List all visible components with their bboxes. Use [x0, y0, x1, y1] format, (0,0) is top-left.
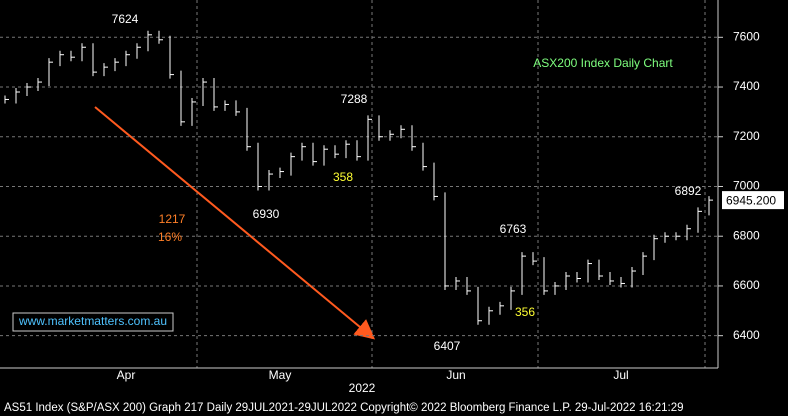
price-bar: [708, 196, 713, 216]
price-bar: [378, 115, 383, 141]
price-bar: [92, 43, 97, 77]
x-tick-label: Jun: [446, 368, 465, 382]
annotation: 6763: [500, 222, 527, 236]
price-bar: [301, 142, 306, 161]
annotation: 6930: [253, 207, 280, 221]
price-bar: [400, 125, 405, 139]
last-price-label: 6945.200: [726, 193, 776, 207]
price-bar: [246, 107, 251, 151]
price-bar: [224, 100, 229, 111]
price-bar: [279, 167, 284, 179]
price-bar: [290, 152, 295, 176]
price-bar: [125, 50, 130, 67]
price-bar: [620, 276, 625, 288]
price-bar: [26, 83, 31, 96]
price-bar: [587, 259, 592, 283]
price-bar: [466, 276, 471, 295]
x-tick-label: Jul: [613, 368, 628, 382]
y-tick-label: 7000: [733, 179, 760, 193]
price-bar: [675, 232, 680, 241]
price-bar: [422, 142, 427, 171]
watermark: www.marketmatters.com.au: [18, 314, 167, 328]
price-bar: [532, 252, 537, 266]
x-tick-label: May: [269, 368, 292, 382]
trend-arrow: [94, 106, 376, 340]
annotation: 6892: [675, 184, 702, 198]
chart-title: ASX200 Index Daily Chart: [533, 56, 673, 70]
price-bar: [554, 281, 559, 295]
footer: AS51 Index (S&P/ASX 200) Graph 217 Daily…: [4, 402, 684, 414]
price-bar: [103, 63, 108, 77]
price-bar: [411, 125, 416, 151]
annotation: 356: [515, 305, 535, 319]
price-bar: [81, 43, 86, 62]
y-tick-label: 6400: [733, 328, 760, 342]
price-bar: [15, 88, 20, 104]
x-tick-label: Apr: [117, 368, 136, 382]
price-bar: [180, 70, 185, 126]
price-bar: [268, 170, 273, 191]
y-tick-label: 7200: [733, 129, 760, 143]
watermark-box: [12, 312, 174, 332]
price-bar: [521, 252, 526, 295]
price-bar: [4, 95, 9, 104]
annotation: 7624: [112, 12, 139, 26]
price-bar: [158, 30, 163, 44]
price-bar: [356, 140, 361, 161]
price-bar: [37, 78, 42, 92]
annotation: 16%: [158, 230, 182, 244]
price-bar: [510, 286, 515, 310]
price-bar: [59, 50, 64, 67]
annotation: 7288: [341, 92, 368, 106]
price-bar: [48, 58, 53, 87]
price-bar: [257, 142, 262, 191]
price-bar: [444, 192, 449, 290]
price-bar: [565, 272, 570, 290]
price-bar: [477, 286, 482, 325]
price-bar: [213, 78, 218, 111]
price-bar: [576, 272, 581, 283]
year-label: 2022: [349, 381, 376, 395]
price-bar: [312, 142, 317, 166]
price-bar: [455, 276, 460, 290]
price-bar: [488, 306, 493, 325]
price-bar: [345, 140, 350, 159]
y-tick-label: 7600: [733, 29, 760, 43]
price-bar: [609, 272, 614, 285]
price-bar: [147, 30, 152, 52]
price-bar: [114, 58, 119, 72]
price-bar: [202, 78, 207, 106]
y-tick-label: 7400: [733, 79, 760, 93]
price-bar: [631, 267, 636, 288]
price-bar: [323, 145, 328, 166]
price-bar: [235, 100, 240, 116]
price-bar: [433, 162, 438, 201]
price-bar: [389, 130, 394, 141]
price-bar: [598, 259, 603, 280]
price-bar: [367, 115, 372, 161]
price-bar: [543, 257, 548, 295]
price-bar: [686, 224, 691, 241]
price-bar: [697, 207, 702, 233]
price-bar: [334, 145, 339, 159]
price-bar: [499, 301, 504, 315]
annotation: 6407: [434, 339, 461, 353]
price-bar: [136, 43, 141, 59]
price-bar: [191, 97, 196, 126]
price-bar: [664, 232, 669, 243]
y-tick-label: 6800: [733, 228, 760, 242]
price-bar: [642, 252, 647, 276]
price-bar: [169, 35, 174, 79]
price-bar: [653, 234, 658, 261]
y-tick-label: 6600: [733, 278, 760, 292]
annotation: 1217: [159, 212, 186, 226]
annotation: 358: [333, 170, 353, 184]
last-price-box: [722, 191, 784, 210]
price-bar: [70, 50, 75, 62]
